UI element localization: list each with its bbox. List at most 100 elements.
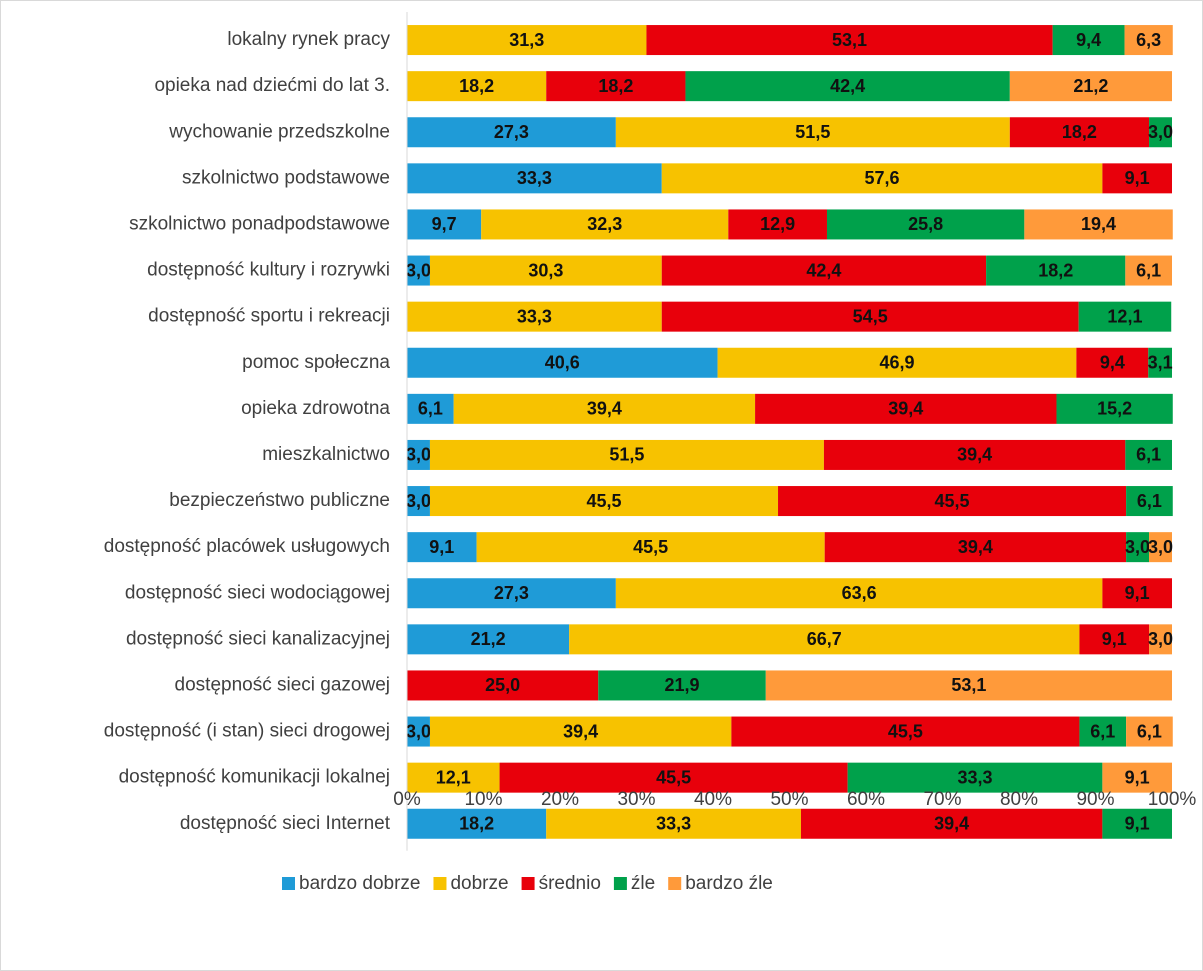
bar-segment xyxy=(800,808,1103,839)
value-label: 45,5 xyxy=(656,767,691,787)
bar-segment xyxy=(1076,347,1149,378)
value-label: 45,5 xyxy=(935,491,970,511)
value-label: 39,4 xyxy=(958,537,993,557)
bar-segment xyxy=(685,71,1010,102)
bar-segment xyxy=(407,670,599,701)
value-label: 31,3 xyxy=(509,30,544,50)
value-label: 33,3 xyxy=(517,306,552,326)
value-label: 33,3 xyxy=(957,767,992,787)
value-label: 3,0 xyxy=(1125,537,1150,557)
bar-segment xyxy=(1126,532,1150,563)
bar-segment xyxy=(1126,716,1173,747)
bar-segment xyxy=(778,486,1127,517)
value-label: 12,9 xyxy=(760,214,795,234)
value-label: 3,0 xyxy=(406,491,431,511)
value-label: 66,7 xyxy=(807,629,842,649)
bar-segment xyxy=(407,25,647,56)
bar-segment xyxy=(661,301,1079,332)
value-label: 6,1 xyxy=(1137,491,1162,511)
value-label: 25,8 xyxy=(908,214,943,234)
bar-segment xyxy=(407,624,570,655)
bar-segment xyxy=(429,716,732,747)
bar-segment xyxy=(1009,71,1172,102)
bar-segment xyxy=(824,532,1127,563)
value-label: 12,1 xyxy=(436,767,471,787)
bar-segment xyxy=(407,532,477,563)
legend-swatch xyxy=(613,877,627,890)
value-label: 27,3 xyxy=(494,583,529,603)
value-label: 51,5 xyxy=(609,445,644,465)
bar-segment xyxy=(728,209,827,240)
bar-segment xyxy=(453,393,756,424)
value-label: 39,4 xyxy=(957,445,992,465)
bar-segment xyxy=(1149,532,1172,563)
value-label: 42,4 xyxy=(806,260,841,280)
bar-segment xyxy=(1078,301,1172,332)
value-label: 39,4 xyxy=(888,399,923,419)
value-label: 6,1 xyxy=(1136,260,1161,280)
value-label: 42,4 xyxy=(830,76,865,96)
category-label: bezpieczeństwo publiczne xyxy=(169,490,390,511)
bar-segment xyxy=(429,439,824,470)
bar-segment xyxy=(1056,393,1173,424)
value-label: 21,2 xyxy=(1073,76,1108,96)
bar-segment xyxy=(646,25,1053,56)
value-label: 51,5 xyxy=(795,122,830,142)
bar-segment xyxy=(1009,117,1150,148)
bar-segment xyxy=(407,762,500,793)
category-label: wychowanie przedszkolne xyxy=(168,121,390,142)
bar-segment xyxy=(429,486,779,517)
value-label: 27,3 xyxy=(494,122,529,142)
bar-segment xyxy=(598,670,766,701)
value-label: 15,2 xyxy=(1097,399,1132,419)
value-label: 19,4 xyxy=(1081,214,1116,234)
bar-segment xyxy=(1102,578,1172,609)
category-label: dostępność komunikacji lokalnej xyxy=(119,767,390,788)
bar-segment xyxy=(546,808,801,839)
bar-segment xyxy=(429,255,662,286)
legend-label: średnio xyxy=(539,873,601,894)
value-label: 3,0 xyxy=(1148,629,1173,649)
bar-segment xyxy=(1126,486,1173,517)
x-tick-label: 100% xyxy=(1148,789,1197,810)
value-label: 3,1 xyxy=(1148,353,1173,373)
category-label: dostępność sieci wodociągowej xyxy=(125,582,390,603)
bar-segment xyxy=(615,117,1010,148)
bar-segment xyxy=(661,163,1103,194)
legend-swatch xyxy=(521,877,535,890)
x-tick-label: 60% xyxy=(847,789,885,810)
x-tick-label: 40% xyxy=(694,789,732,810)
value-label: 18,2 xyxy=(598,76,633,96)
bar-segment xyxy=(765,670,1172,701)
value-label: 45,5 xyxy=(586,491,621,511)
bar-segment xyxy=(661,255,987,286)
x-tick-label: 80% xyxy=(1000,789,1038,810)
bar-segment xyxy=(1102,163,1172,194)
value-label: 3,0 xyxy=(406,721,431,741)
bar-segment xyxy=(731,716,1080,747)
value-label: 3,0 xyxy=(1148,537,1173,557)
value-label: 21,2 xyxy=(471,629,506,649)
value-label: 53,1 xyxy=(951,675,986,695)
bar-segment xyxy=(717,347,1077,378)
category-label: dostępność sieci gazowej xyxy=(175,674,390,695)
x-tick-label: 70% xyxy=(923,789,961,810)
value-label: 21,9 xyxy=(664,675,699,695)
bar-segment xyxy=(407,255,430,286)
category-label: szkolnictwo podstawowe xyxy=(182,167,390,188)
category-label: dostępność sieci kanalizacyjnej xyxy=(126,628,390,649)
value-label: 9,1 xyxy=(429,537,454,557)
value-label: 39,4 xyxy=(934,814,969,834)
x-tick-label: 20% xyxy=(541,789,579,810)
legend-label: źle xyxy=(631,873,655,894)
value-label: 6,1 xyxy=(1090,721,1115,741)
value-label: 12,1 xyxy=(1107,306,1142,326)
bar-segment xyxy=(407,439,430,470)
category-label: pomoc społeczna xyxy=(242,352,390,373)
x-tick-label: 90% xyxy=(1076,789,1114,810)
bar-segment xyxy=(407,486,430,517)
value-label: 9,1 xyxy=(1125,583,1150,603)
bar-segment xyxy=(476,532,825,563)
value-label: 57,6 xyxy=(865,168,900,188)
bar-segment xyxy=(481,209,729,240)
